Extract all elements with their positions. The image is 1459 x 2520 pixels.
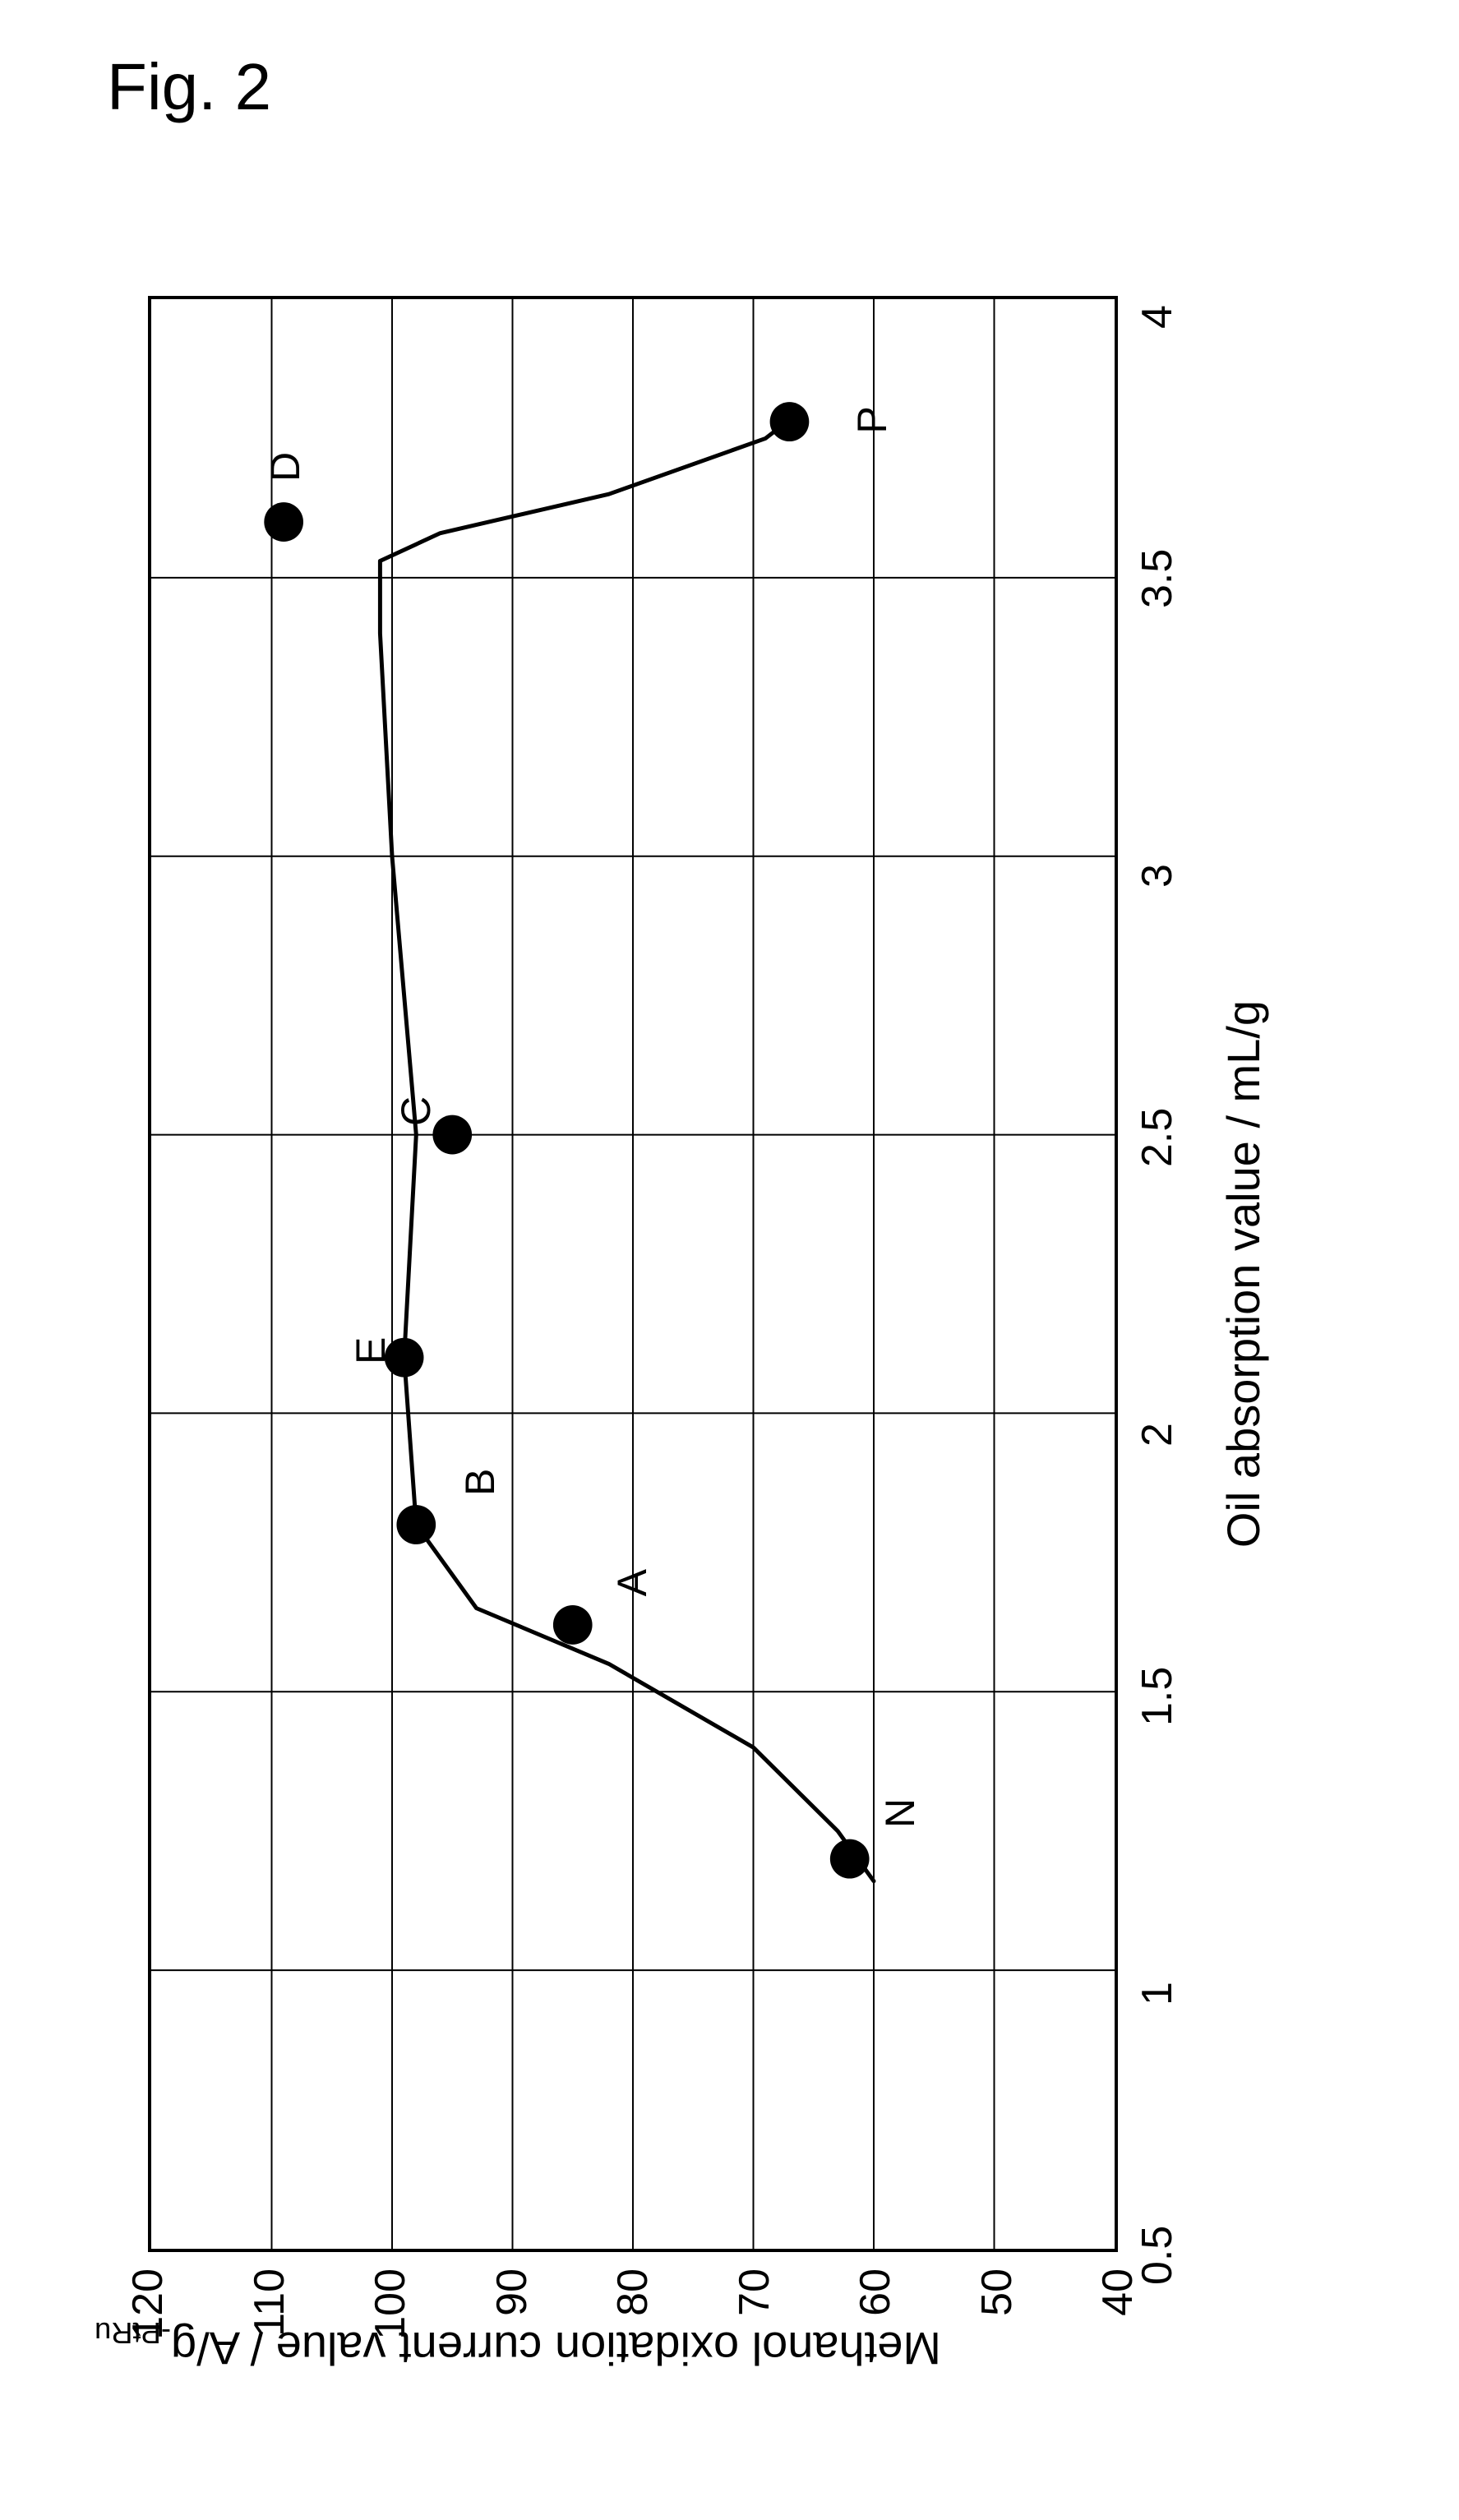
y-tick-label: 120 [123, 2268, 173, 2416]
x-tick-label: 4 [1133, 305, 1182, 329]
data-point-p [770, 402, 810, 441]
point-label-p: P [848, 406, 896, 433]
point-label-c: C [392, 1096, 440, 1126]
point-label-n: N [876, 1798, 924, 1828]
y-tick-label: 70 [730, 2268, 779, 2416]
x-tick-label: 3 [1133, 864, 1182, 888]
y-tick-label: 40 [1093, 2268, 1143, 2416]
point-label-b: B [456, 1469, 504, 1496]
x-tick-label: 1 [1133, 1982, 1182, 2005]
plot-svg [151, 299, 1115, 2249]
y-tick-label: 100 [366, 2268, 415, 2416]
x-tick-label: 2 [1133, 1423, 1182, 1447]
x-tick-label: 1.5 [1133, 1667, 1182, 1726]
point-label-d: D [261, 452, 309, 482]
chart-panel: Oil absorption value / mL/g Methanol oxi… [99, 214, 1332, 2433]
data-point-b [396, 1505, 436, 1544]
point-label-e: E [347, 1337, 395, 1364]
data-point-n [830, 1839, 870, 1879]
plot-area [148, 296, 1118, 2252]
point-label-a: A [608, 1569, 656, 1596]
y-tick-label: 90 [487, 2268, 537, 2416]
figure-label: Fig. 2 [107, 49, 271, 125]
y-tick-label: 60 [851, 2268, 900, 2416]
y-tick-label: 50 [972, 2268, 1022, 2416]
data-point-d [264, 502, 303, 542]
x-tick-label: 2.5 [1133, 1108, 1182, 1167]
data-point-a [553, 1605, 593, 1645]
y-tick-label: 80 [608, 2268, 658, 2416]
x-axis-label: Oil absorption value / mL/g [1217, 296, 1270, 2252]
x-tick-label: 3.5 [1133, 549, 1182, 608]
y-tick-label: 110 [245, 2268, 294, 2416]
